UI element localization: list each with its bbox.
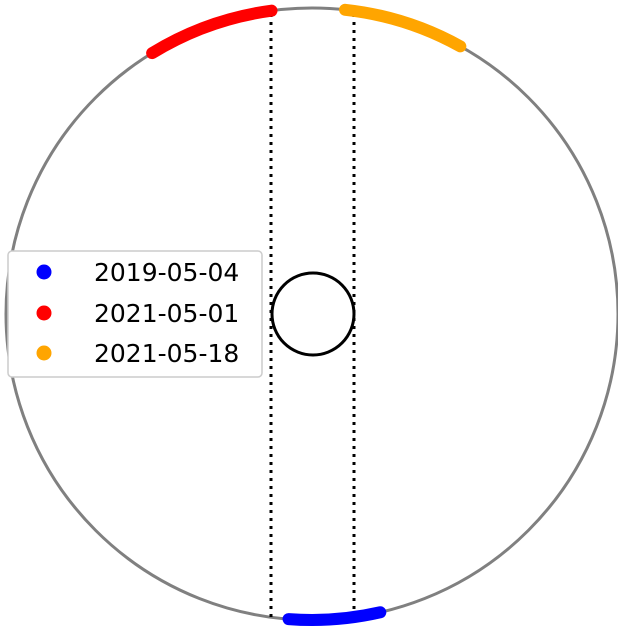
legend-entry: 2021-05-18 [36,339,239,368]
legend-entry: 2021-05-01 [36,299,239,328]
legend-label-2: 2021-05-18 [94,339,239,368]
legend-marker-2 [36,345,52,361]
legend-label-1: 2021-05-01 [94,299,239,328]
center-body [270,271,356,357]
legend-marker-1 [36,305,52,321]
track-arc-0 [282,606,387,626]
legend: 2019-05-04 2021-05-01 2021-05-18 [7,250,263,378]
track-arc-2 [339,3,467,53]
tracks [146,3,467,626]
legend-marker-0 [36,264,52,280]
legend-box [7,250,263,378]
track-arc-1 [146,4,278,60]
legend-label-0: 2019-05-04 [94,258,239,287]
legend-entry: 2019-05-04 [36,258,239,287]
